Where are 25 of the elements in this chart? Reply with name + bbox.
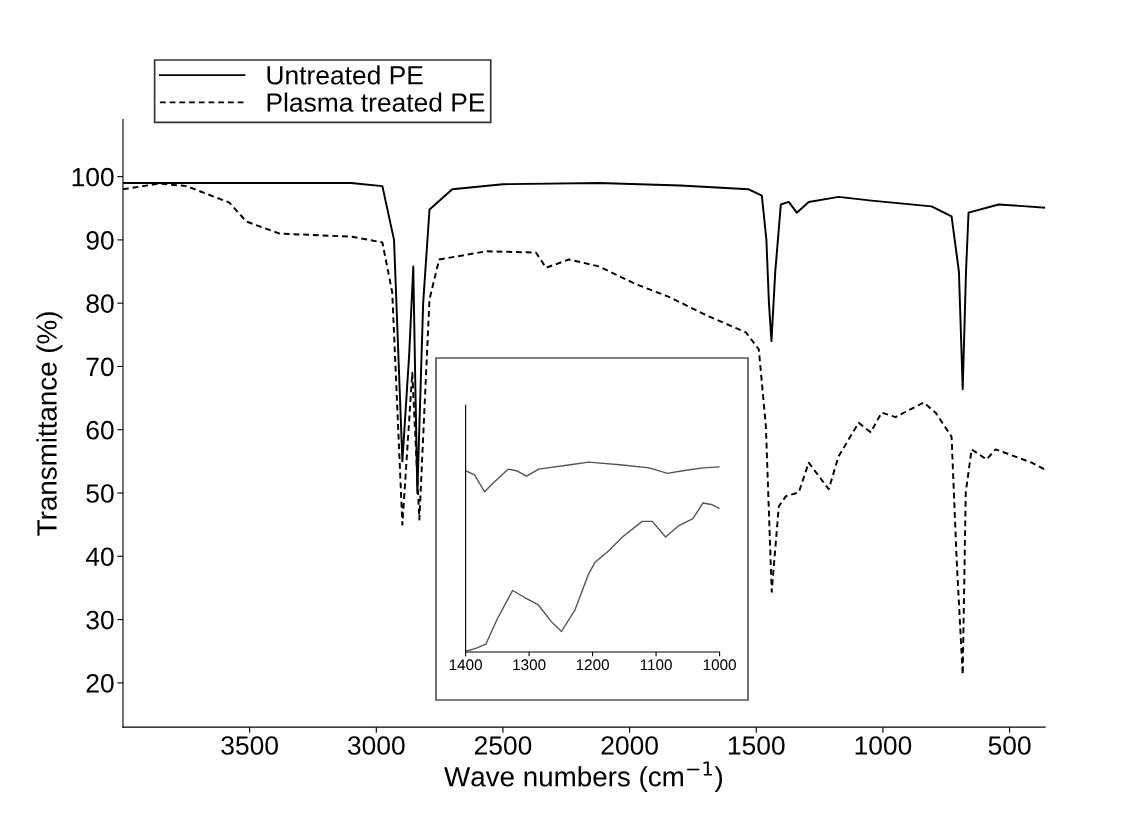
y-tick-label: 40 (85, 547, 114, 567)
y-tick-label: 60 (86, 420, 114, 440)
y-tick-label: 100 (72, 167, 114, 187)
y-tick-label: 30 (86, 610, 114, 630)
x-tick-label: 2000 (601, 736, 658, 755)
x-tick-label: 3000 (347, 736, 405, 755)
x-tick-label: 1100 (640, 659, 672, 671)
x-tick-label: 1500 (728, 736, 785, 755)
x-tick-label: 1000 (703, 659, 736, 671)
x-tick-label: 1200 (576, 659, 609, 671)
x-tick-label: 500 (988, 736, 1031, 755)
legend-label: Untreated PE (267, 65, 423, 85)
x-tick-label: 1300 (513, 659, 546, 671)
x-tick-label: 1400 (449, 659, 483, 671)
x-tick-label: 1000 (855, 736, 912, 755)
x-axis-title: Wave numbers (cm$^{−1}$) (444, 761, 723, 793)
y-tick-label: 90 (86, 231, 114, 250)
y-axis-title: Transmittance (%) (36, 312, 63, 536)
y-tick-label: 50 (86, 484, 114, 503)
y-tick-label: 80 (86, 294, 114, 313)
x-tick-label: 2500 (474, 736, 532, 755)
y-tick-label: 20 (86, 673, 114, 693)
legend-label: Plasma treated PE (267, 92, 485, 112)
x-tick-label: 3500 (221, 736, 278, 755)
y-tick-label: 70 (86, 357, 114, 377)
